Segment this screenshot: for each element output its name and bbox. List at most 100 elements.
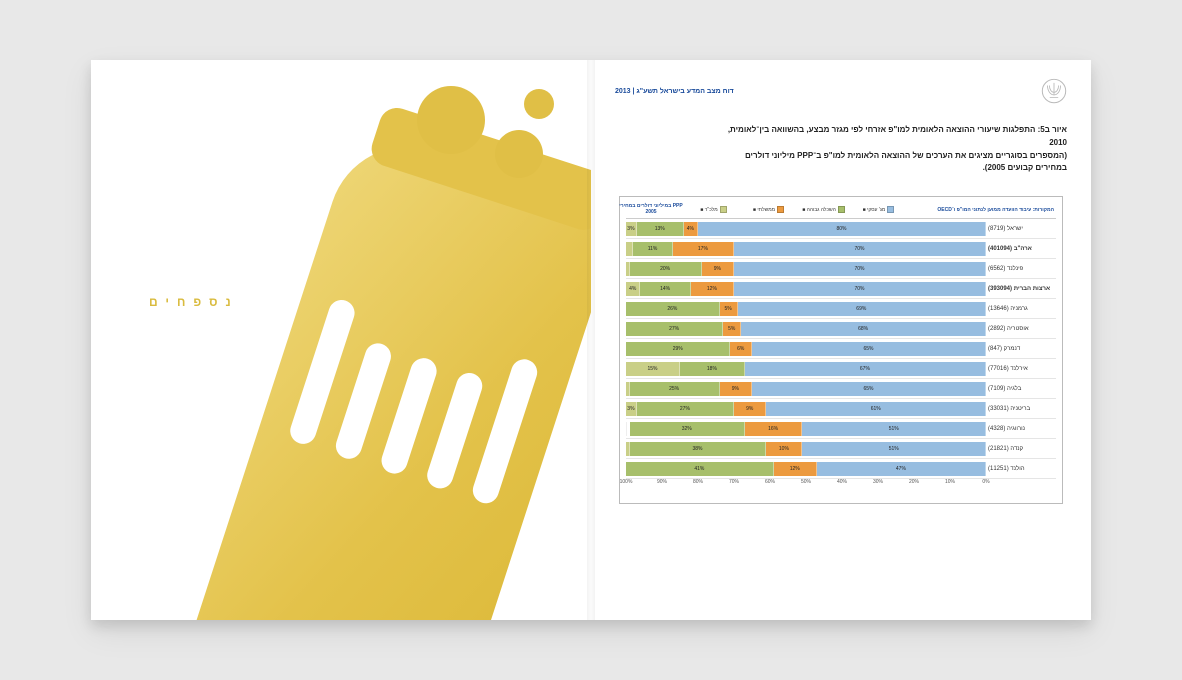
bar-segment: 15% xyxy=(626,362,680,376)
bar-segment: 5% xyxy=(720,302,738,316)
bar-segment: 4% xyxy=(684,222,698,236)
bar-segment: 51% xyxy=(802,422,986,436)
axis-tick: 80% xyxy=(693,479,703,485)
bar-segment: 51% xyxy=(802,442,986,456)
country-label: דנמרק (847) xyxy=(986,346,1056,352)
axis-tick: 20% xyxy=(909,479,919,485)
caption-line: 2010 xyxy=(615,137,1067,150)
country-label: נורווגיה (4328) xyxy=(986,426,1056,432)
bar-segment: 67% xyxy=(745,362,986,376)
bar-segment: 9% xyxy=(720,382,752,396)
bar-segment: 6% xyxy=(730,342,752,356)
chart-source: המקורות: עיבוד הוועדה ממוען לנתוני המו"פ… xyxy=(906,201,1056,218)
axis-tick: 100% xyxy=(620,479,633,485)
country-label: אוסטריה (2892) xyxy=(986,326,1056,332)
bar-segment: 61% xyxy=(766,402,986,416)
chart-row: פינלנד (6562)70%9%20% xyxy=(626,259,1056,279)
bar-segment: 3% xyxy=(626,402,637,416)
bar-segment: 12% xyxy=(774,462,817,476)
bar-track: 61%9%27%3% xyxy=(626,402,986,416)
country-label: בריטניה (33031) xyxy=(986,406,1056,412)
bar-segment: 65% xyxy=(752,382,986,396)
bar-segment: 18% xyxy=(680,362,745,376)
country-label: ישראל (8719) xyxy=(986,226,1056,232)
country-label: ארצות הברית (393094) xyxy=(986,286,1056,292)
bar-segment xyxy=(626,442,630,456)
bar-segment: 9% xyxy=(702,262,734,276)
country-label: ארה"ב (401094) xyxy=(986,246,1056,252)
x-axis: 0%10%20%30%40%50%60%70%80%90%100% xyxy=(626,479,1056,489)
bar-track: 51%10%38% xyxy=(626,442,986,456)
axis-tick: 50% xyxy=(801,479,811,485)
bar-segment: 27% xyxy=(626,322,723,336)
chart-row: גרמניה (13646)69%5%26% xyxy=(626,299,1056,319)
chart-row: אוסטריה (2892)68%5%27% xyxy=(626,319,1056,339)
bar-segment: 3% xyxy=(626,222,637,236)
country-label: גרמניה (13646) xyxy=(986,306,1056,312)
chart-row: ארצות הברית (393094)70%12%14%4% xyxy=(626,279,1056,299)
page-left: נספחים xyxy=(91,60,591,620)
bar-segment: 27% xyxy=(637,402,734,416)
bar-track: 67%18%15% xyxy=(626,362,986,376)
bar-segment: 70% xyxy=(734,242,986,256)
report-title: דוח מצב המדע בישראל תשע"ג | 2013 xyxy=(615,88,734,95)
chart-row: דנמרק (847)65%6%29% xyxy=(626,339,1056,359)
appendix-label: נספחים xyxy=(149,295,239,309)
bar-track: 69%5%26% xyxy=(626,302,986,316)
country-label: קנדה (21821) xyxy=(986,446,1056,452)
bar-segment: 29% xyxy=(626,342,730,356)
bar-track: 65%9%25% xyxy=(626,382,986,396)
chart-rows: ישראל (8719)80%4%13%3%ארה"ב (401094)70%1… xyxy=(626,219,1056,479)
chart-row: קנדה (21821)51%10%38% xyxy=(626,439,1056,459)
bar-segment: 69% xyxy=(738,302,986,316)
bar-track: 70%12%14%4% xyxy=(626,282,986,296)
country-label: הולנד (11251) xyxy=(986,466,1056,472)
ppp-header: PPP במיליוני דולרים במחירי 2005 xyxy=(616,201,686,218)
caption-line: (המספרים בסוגריים מציגים את הערכים של הה… xyxy=(615,150,1067,163)
bar-segment: 65% xyxy=(752,342,986,356)
bar-segment: 11% xyxy=(633,242,673,256)
axis-tick: 30% xyxy=(873,479,883,485)
chart-caption: איור ב5: התפלגות שיעורי ההוצאה הלאומית ל… xyxy=(615,124,1067,175)
bar-track: 70%17%11% xyxy=(626,242,986,256)
bar-segment: 16% xyxy=(745,422,803,436)
chart-row: הולנד (11251)47%12%41% xyxy=(626,459,1056,479)
flask-illustration xyxy=(91,60,591,620)
bar-segment: 12% xyxy=(691,282,734,296)
legend-item: מג' עסקי ■ xyxy=(851,201,906,218)
bar-segment xyxy=(626,242,633,256)
axis-tick: 0% xyxy=(982,479,989,485)
bar-segment: 9% xyxy=(734,402,766,416)
bar-segment: 80% xyxy=(698,222,986,236)
bar-track: 47%12%41% xyxy=(626,462,986,476)
chart-row: נורווגיה (4328)51%16%32% xyxy=(626,419,1056,439)
flask-icon xyxy=(91,60,591,620)
bar-segment: 70% xyxy=(734,282,986,296)
chart-row: ארה"ב (401094)70%17%11% xyxy=(626,239,1056,259)
bar-segment: 68% xyxy=(741,322,986,336)
bar-segment: 5% xyxy=(723,322,741,336)
caption-line: איור ב5: התפלגות שיעורי ההוצאה הלאומית ל… xyxy=(615,124,1067,137)
bar-track: 51%16%32% xyxy=(626,422,986,436)
country-label: בלגיה (7109) xyxy=(986,386,1056,392)
chart-row: ישראל (8719)80%4%13%3% xyxy=(626,219,1056,239)
menorah-emblem-icon xyxy=(1041,78,1067,104)
bar-segment: 26% xyxy=(626,302,720,316)
axis-tick: 60% xyxy=(765,479,775,485)
bar-track: 80%4%13%3% xyxy=(626,222,986,236)
legend-item: השכלה גבוהה ■ xyxy=(796,201,851,218)
bar-segment: 38% xyxy=(630,442,767,456)
book-spread: נספחים דוח מצב המדע בישראל תשע"ג | 2013 … xyxy=(91,60,1091,620)
bar-track: 65%6%29% xyxy=(626,342,986,356)
axis-tick: 90% xyxy=(657,479,667,485)
country-label: אירלנד (77016) xyxy=(986,366,1056,372)
bar-segment: 14% xyxy=(640,282,690,296)
page-right: דוח מצב המדע בישראל תשע"ג | 2013 איור ב5… xyxy=(591,60,1091,620)
bar-segment: 70% xyxy=(734,262,986,276)
bar-segment: 10% xyxy=(766,442,802,456)
country-label: פינלנד (6562) xyxy=(986,266,1056,272)
bar-segment xyxy=(626,262,630,276)
bar-track: 68%5%27% xyxy=(626,322,986,336)
bar-segment: 32% xyxy=(630,422,745,436)
bar-segment xyxy=(626,382,630,396)
